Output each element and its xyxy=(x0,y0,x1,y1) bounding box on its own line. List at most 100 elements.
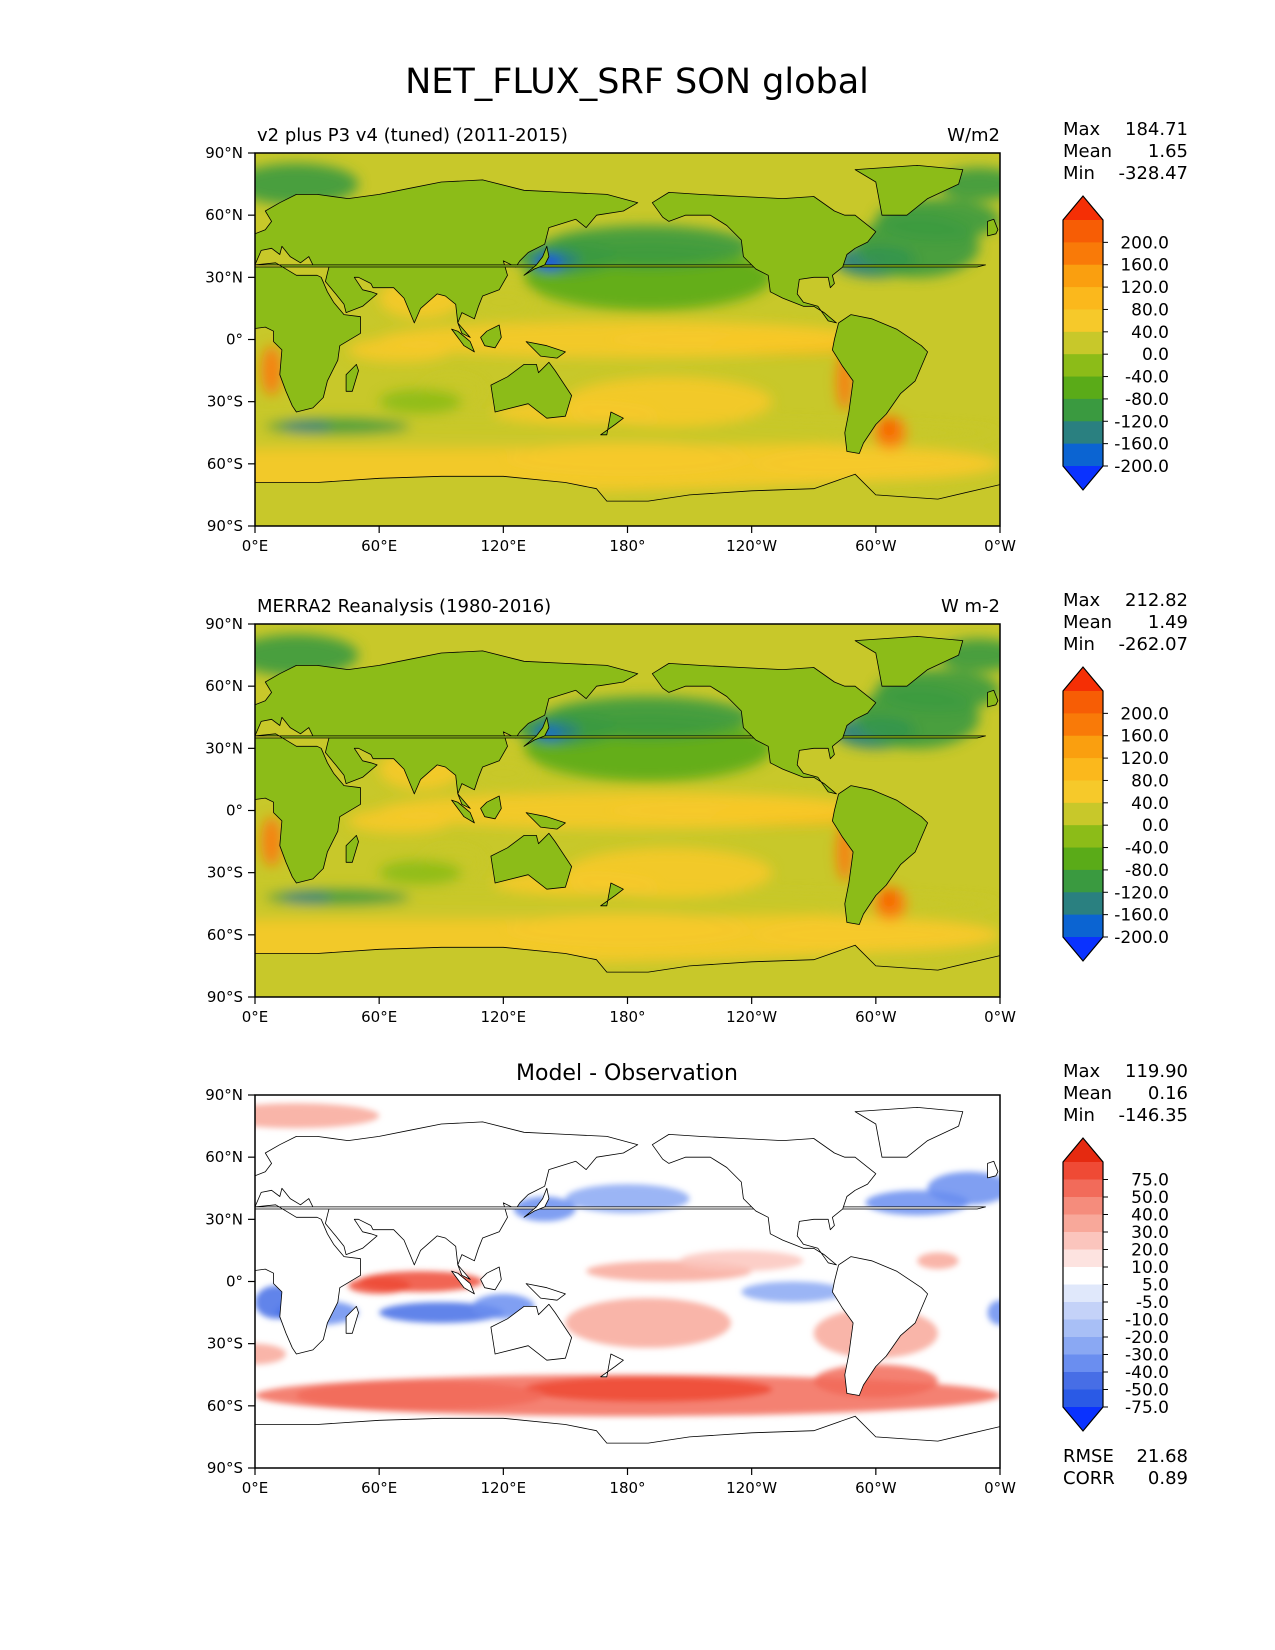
colorbar-tick-label: -75.0 xyxy=(1125,1398,1169,1418)
colorbar-tick-label: 0.0 xyxy=(1142,345,1169,365)
colorbar-tick-label: 80.0 xyxy=(1131,771,1169,791)
coastline-newzealand xyxy=(600,411,624,436)
map-area xyxy=(110,1095,1000,1468)
stat-max-label: Max xyxy=(1063,119,1101,140)
x-tick-label: 180° xyxy=(609,537,645,555)
colorbar: 75.050.040.030.020.010.05.0-5.0-10.0-20.… xyxy=(1062,1137,1169,1432)
colorbar-segment xyxy=(1063,735,1103,759)
colorbar-segment xyxy=(1063,1267,1103,1285)
colorbar-tick-label: -40.0 xyxy=(1125,368,1169,388)
field-contour xyxy=(281,420,332,433)
map-area xyxy=(255,624,1000,997)
colorbar-tick-label: 20.0 xyxy=(1131,1241,1169,1261)
colorbar-extend-max xyxy=(1063,196,1103,220)
colorbar-tick-label: -50.0 xyxy=(1125,1381,1169,1401)
y-tick-label: 0° xyxy=(226,802,243,820)
colorbar-extend-min xyxy=(1063,1407,1103,1431)
coastline-greenland xyxy=(854,164,964,216)
colorbar-segment xyxy=(1063,264,1103,288)
colorbar-segment xyxy=(1063,869,1103,893)
colorbar-tick-label: -80.0 xyxy=(1125,861,1169,881)
colorbar-tick-label: -120.0 xyxy=(1114,883,1169,903)
colorbar-tick-label: 40.0 xyxy=(1131,323,1169,343)
stats-box: Max 119.90 Mean 0.16 Min -146.35 RMSE 21… xyxy=(1063,1061,1188,1489)
coastline-borneo xyxy=(480,1266,502,1291)
panel-units: W/m2 xyxy=(947,125,1000,146)
stat-min-value: -328.47 xyxy=(1119,163,1188,184)
panel-observation: MERRA2 Reanalysis (1980-2016) W m-2 90°N… xyxy=(205,590,1188,1026)
coastline-africa xyxy=(255,262,986,413)
colorbar-extend-max xyxy=(1063,667,1103,691)
y-tick-label: 90°N xyxy=(205,1086,243,1104)
coastline-newguinea xyxy=(525,812,566,830)
coastline-namerica xyxy=(651,1134,877,1266)
field-contour xyxy=(255,634,359,676)
colorbar-tick-label: 5.0 xyxy=(1142,1276,1169,1296)
field-contour xyxy=(751,918,1000,952)
y-tick-label: 60°S xyxy=(207,1397,243,1415)
colorbar-tick-label: 10.0 xyxy=(1131,1258,1169,1278)
colorbar-tick-label: 50.0 xyxy=(1131,1188,1169,1208)
field-contour xyxy=(813,1364,938,1398)
field-contour xyxy=(927,1171,1000,1205)
coastline-uk xyxy=(987,218,999,237)
coastline-greenland_wrap xyxy=(110,1107,218,1157)
colorbar-tick-label: 200.0 xyxy=(1120,233,1169,253)
stat-rmse-label: RMSE xyxy=(1063,1446,1114,1467)
stat-rmse-value: 21.68 xyxy=(1136,1446,1188,1467)
x-tick-label: 60°W xyxy=(855,1479,897,1497)
coastline-greenland_wrap xyxy=(110,165,218,215)
coastline-borneo xyxy=(480,324,502,349)
colorbar-tick-label: 30.0 xyxy=(1131,1223,1169,1243)
panel-title: Model - Observation xyxy=(516,1061,738,1086)
field-contour xyxy=(255,416,1000,450)
colorbar-segment xyxy=(1063,892,1103,916)
colorbar-segment xyxy=(1063,398,1103,422)
x-tick-label: 0°E xyxy=(242,1008,269,1026)
coastline-greenland xyxy=(854,636,964,687)
stat-max-label: Max xyxy=(1063,1061,1101,1082)
field-contour xyxy=(296,1380,545,1410)
colorbar-segment xyxy=(1063,331,1103,355)
colorbar-tick-label: -5.0 xyxy=(1136,1293,1169,1313)
coastline-eurasia xyxy=(255,650,639,809)
x-tick-label: 60°W xyxy=(855,537,897,555)
y-tick-label: 30°N xyxy=(205,268,243,286)
coastline-madagascar xyxy=(345,363,359,392)
colorbar-segment xyxy=(1063,1179,1103,1198)
x-tick-label: 120°E xyxy=(481,1479,527,1497)
coastline-greenland xyxy=(854,1107,964,1158)
coastline-samerica xyxy=(832,1256,928,1396)
coastline-australia xyxy=(490,1303,572,1361)
x-tick-label: 0°W xyxy=(984,1479,1016,1497)
y-tick-label: 90°S xyxy=(207,517,243,535)
field-contour xyxy=(255,887,1000,921)
colorbar-segment xyxy=(1063,1232,1103,1250)
stat-mean-label: Mean xyxy=(1063,612,1112,633)
y-tick-label: 90°N xyxy=(205,615,243,633)
y-tick-label: 60°N xyxy=(205,677,243,695)
y-tick-label: 90°S xyxy=(207,988,243,1006)
colorbar-segment xyxy=(1063,713,1103,737)
field-contour xyxy=(679,1250,804,1272)
colorbar-segment xyxy=(1063,1249,1103,1268)
x-tick-label: 120°W xyxy=(726,537,777,555)
colorbar-tick-label: -160.0 xyxy=(1114,435,1169,455)
colorbar-tick-label: -160.0 xyxy=(1114,906,1169,926)
colorbar-segment xyxy=(1063,1389,1103,1408)
x-tick-label: 60°E xyxy=(361,537,397,555)
colorbar-segment xyxy=(1063,309,1103,333)
colorbar-segment xyxy=(1063,691,1103,714)
coastline-africa xyxy=(255,733,986,884)
panel-model: v2 plus P3 v4 (tuned) (2011-2015) W/m2 9… xyxy=(110,119,1188,555)
colorbar-segment xyxy=(1063,758,1103,781)
field-contour xyxy=(503,914,752,948)
field-contour xyxy=(741,1281,845,1303)
coastline-japan xyxy=(523,716,550,747)
stat-mean-label: Mean xyxy=(1063,141,1112,162)
stat-min-label: Min xyxy=(1063,1105,1095,1126)
coastline-samerica xyxy=(832,314,928,454)
y-tick-label: 60°S xyxy=(207,926,243,944)
colorbar-extend-max xyxy=(1063,1138,1103,1162)
